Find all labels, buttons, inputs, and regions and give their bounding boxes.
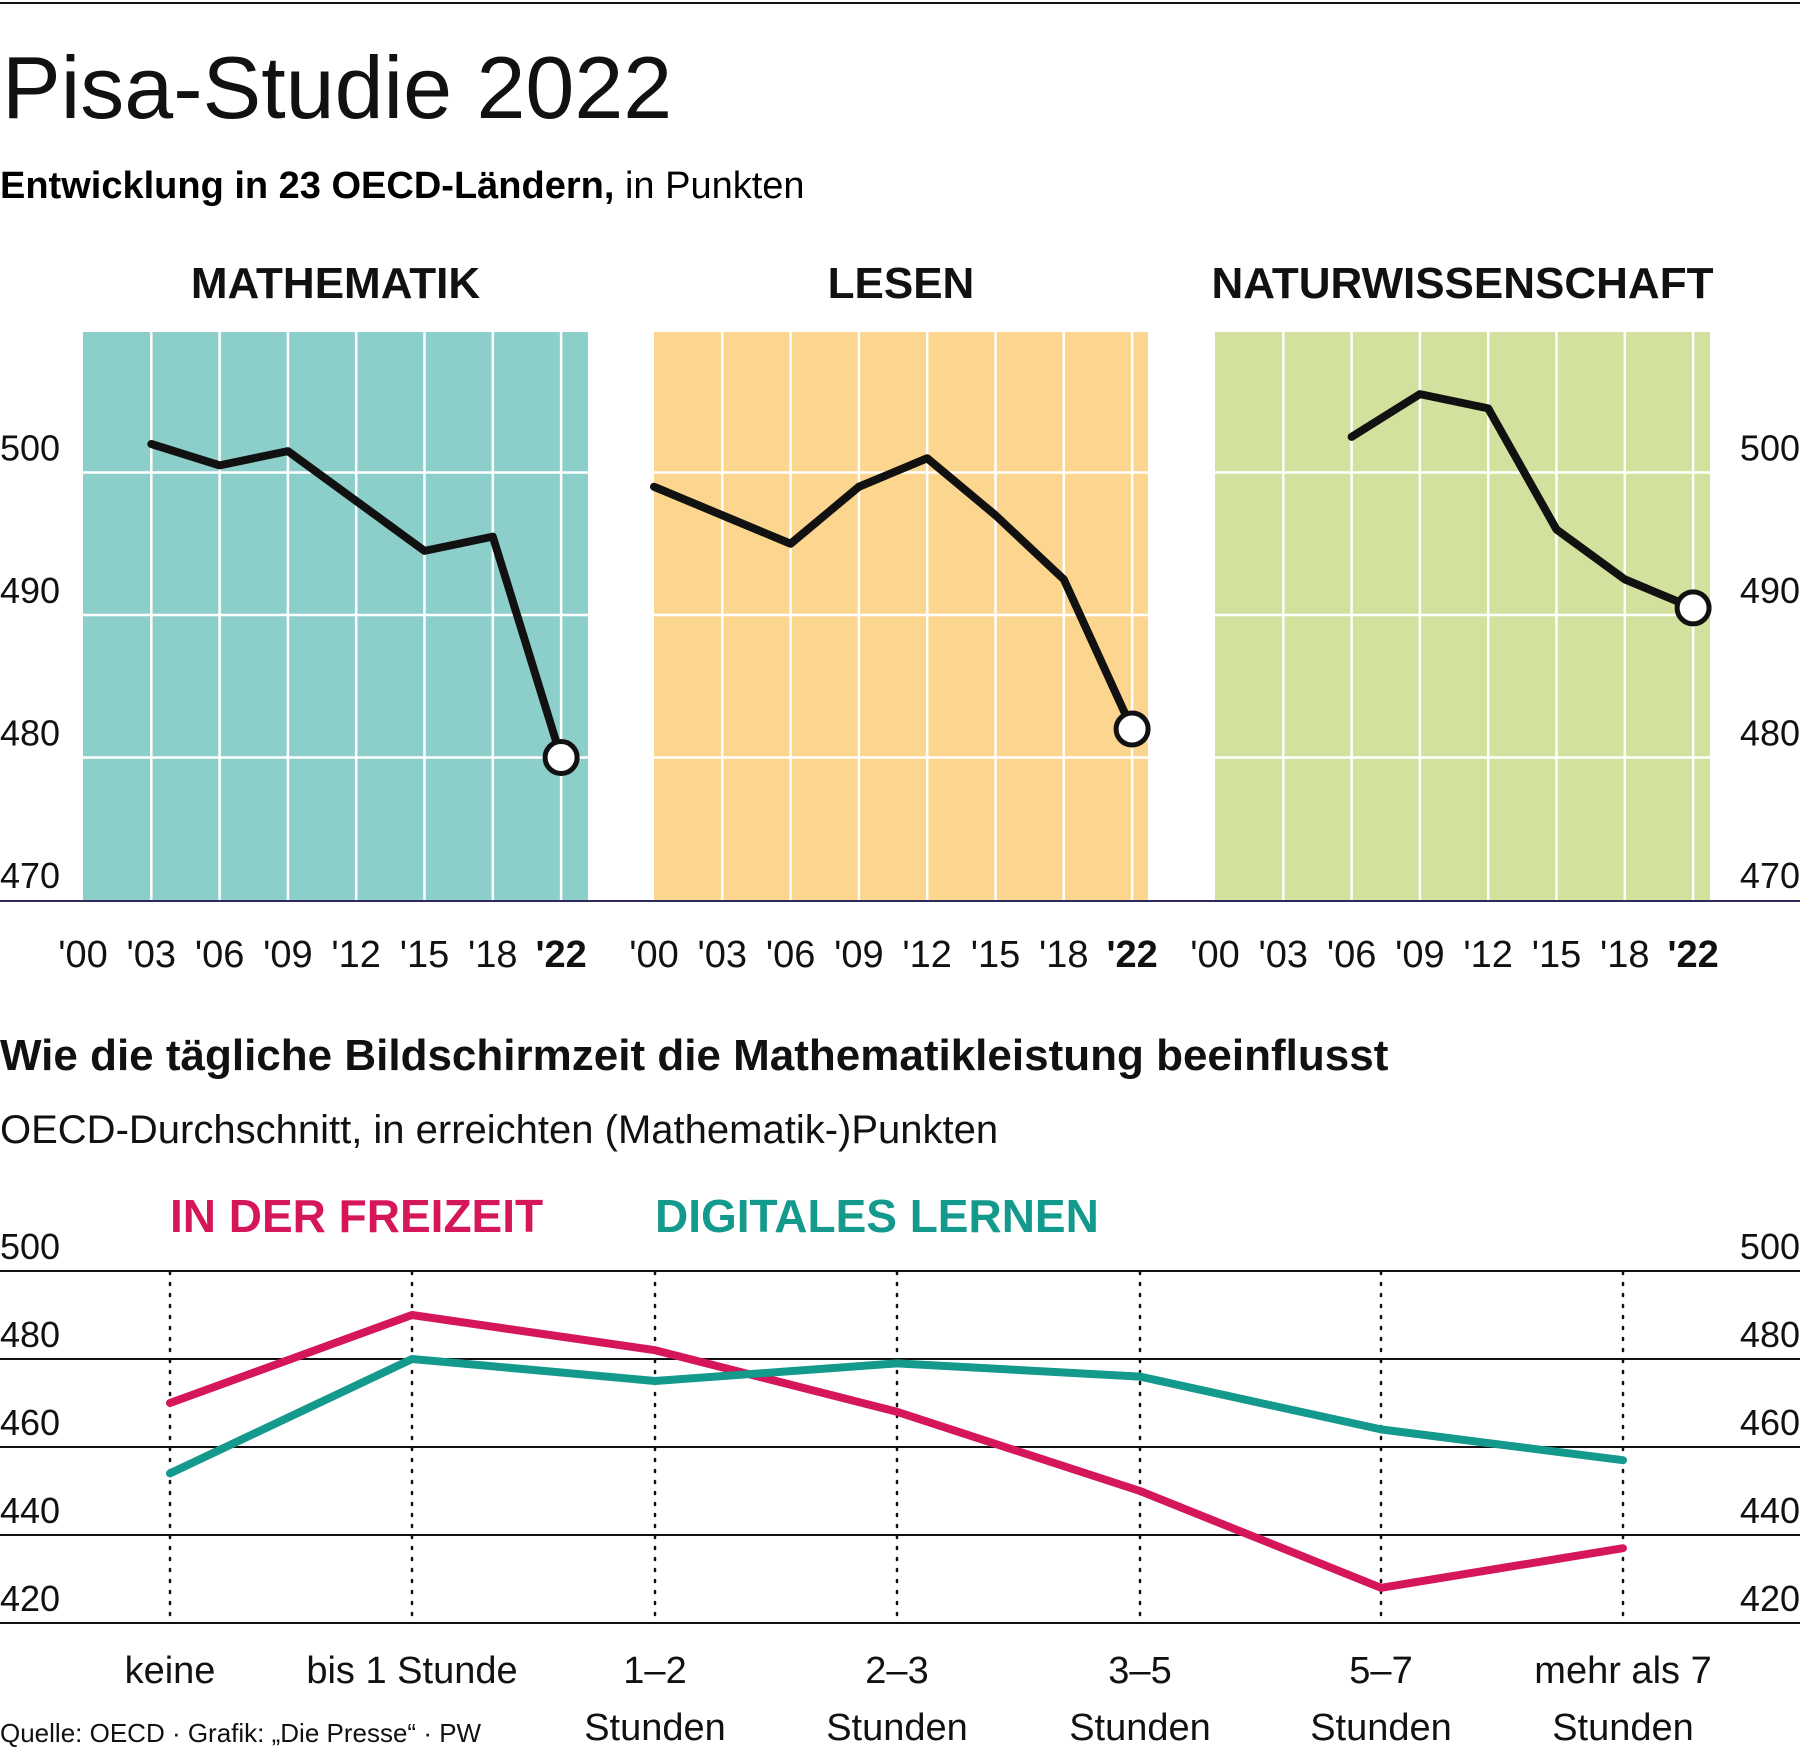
last-value-marker (1674, 589, 1712, 627)
y-axis-label-left: 500 (0, 1226, 60, 1267)
legend-digitales-lernen: DIGITALES LERNEN (655, 1190, 1099, 1242)
subtitle-bold: Entwicklung in 23 OECD-Ländern, (0, 165, 614, 207)
x-category-label: Stunden (584, 1707, 726, 1749)
x-tick-label: '03 (1259, 934, 1309, 976)
x-tick-label: '15 (971, 934, 1021, 976)
panel-title: MATHEMATIK (191, 259, 480, 308)
x-category-label: mehr als 7 (1534, 1650, 1711, 1692)
y-axis-label-right: 420 (1740, 1578, 1800, 1619)
series-line-freizeit (166, 1311, 1627, 1592)
x-tick-label: '09 (263, 934, 313, 976)
x-tick-label: '09 (1395, 934, 1445, 976)
x-tick-label: '09 (834, 934, 884, 976)
panel-title: LESEN (828, 259, 975, 308)
source-note: Quelle: OECD · Grafik: „Die Presse“ · PW (0, 1718, 482, 1748)
y-axis-label-left: 470 (0, 855, 60, 896)
x-tick-label: '00 (58, 934, 108, 976)
y-axis-label-right: 440 (1740, 1490, 1800, 1531)
section2-title: Wie die tägliche Bildschirmzeit die Math… (0, 1031, 1389, 1080)
x-category-label: 5–7 (1349, 1650, 1412, 1692)
x-tick-label: '00 (1190, 934, 1240, 976)
x-tick-label: '06 (766, 934, 816, 976)
x-tick-label: '03 (127, 934, 177, 976)
screen-time-chart: IN DER FREIZEIT DIGITALES LERNEN 500 500 480… (0, 1190, 1800, 1749)
subtitle-rest: in Punkten (614, 165, 804, 207)
y-axis-label-left: 480 (0, 713, 60, 754)
series-line (1347, 390, 1698, 612)
y-axis-label-right: 500 (1740, 1226, 1800, 1267)
y-axis-label-right: 500 (1740, 428, 1800, 469)
x-tick-label: '22 (1667, 934, 1718, 976)
x-tick-label: '15 (400, 934, 450, 976)
panel-lesen: LESEN '00 '03 '06 '09 '12 '15 '18 '22 (629, 259, 1158, 976)
x-category-label: bis 1 Stunde (306, 1650, 517, 1692)
x-tick-label: '03 (698, 934, 748, 976)
y-axis-label-right: 460 (1740, 1402, 1800, 1443)
x-tick-label: '00 (629, 934, 679, 976)
y-axis-label-right: 470 (1740, 855, 1800, 896)
x-tick-label: '18 (1600, 934, 1650, 976)
panel-mathematik: MATHEMATIK '00 '03 '06 '09 '12 '15 '18 '22 (58, 259, 588, 976)
section2-subtitle: OECD-Durchschnitt, in erreichten (Mathem… (0, 1108, 998, 1152)
x-category-label: Stunden (826, 1707, 968, 1749)
y-axis-label-left: 500 (0, 428, 60, 469)
page-title: Pisa-Studie 2022 (2, 38, 672, 137)
x-tick-label: '12 (902, 934, 952, 976)
y-axis-label-left: 480 (0, 1314, 60, 1355)
x-category-label: 3–5 (1108, 1650, 1171, 1692)
y-axis-label-left: 490 (0, 570, 60, 611)
x-category-label: 1–2 (623, 1650, 686, 1692)
x-category-label: Stunden (1552, 1707, 1694, 1749)
legend-freizeit: IN DER FREIZEIT (170, 1190, 543, 1242)
panel-title: NATURWISSENSCHAFT (1212, 259, 1714, 308)
y-axis-label-left: 460 (0, 1402, 60, 1443)
page-subtitle: Entwicklung in 23 OECD-Ländern, in Punkt… (0, 165, 805, 207)
x-category-label: 2–3 (865, 1650, 928, 1692)
series-line (650, 454, 1137, 733)
x-tick-label: '22 (535, 934, 586, 976)
last-value-marker (1113, 710, 1151, 748)
y-axis-label-left: 440 (0, 1490, 60, 1531)
x-tick-label: '18 (1039, 934, 1089, 976)
x-tick-label: '18 (468, 934, 518, 976)
series-line-digitales-lernen (166, 1355, 1627, 1478)
y-axis-label-left: 420 (0, 1578, 60, 1619)
x-tick-label: '12 (331, 934, 381, 976)
x-tick-label: '06 (1327, 934, 1377, 976)
y-axis-label-right: 480 (1740, 1314, 1800, 1355)
trend-panels: MATHEMATIK '00 '03 '06 '09 '12 '15 '18 '22 LESEN '… (0, 259, 1800, 976)
series-line (147, 440, 566, 762)
x-tick-label: '06 (195, 934, 245, 976)
panel-naturwissenschaft: NATURWISSENSCHAFT '00 '03 '06 '09 '12 '15 '18 '2… (1190, 259, 1719, 976)
x-tick-label: '22 (1106, 934, 1157, 976)
y-axis-label-right: 480 (1740, 713, 1800, 754)
x-category-label: Stunden (1069, 1707, 1211, 1749)
last-value-marker (542, 739, 580, 776)
x-category-label: Stunden (1310, 1707, 1452, 1749)
y-axis-label-right: 490 (1740, 570, 1800, 611)
x-category-label: keine (125, 1650, 216, 1692)
x-tick-label: '12 (1463, 934, 1513, 976)
x-tick-label: '15 (1532, 934, 1582, 976)
